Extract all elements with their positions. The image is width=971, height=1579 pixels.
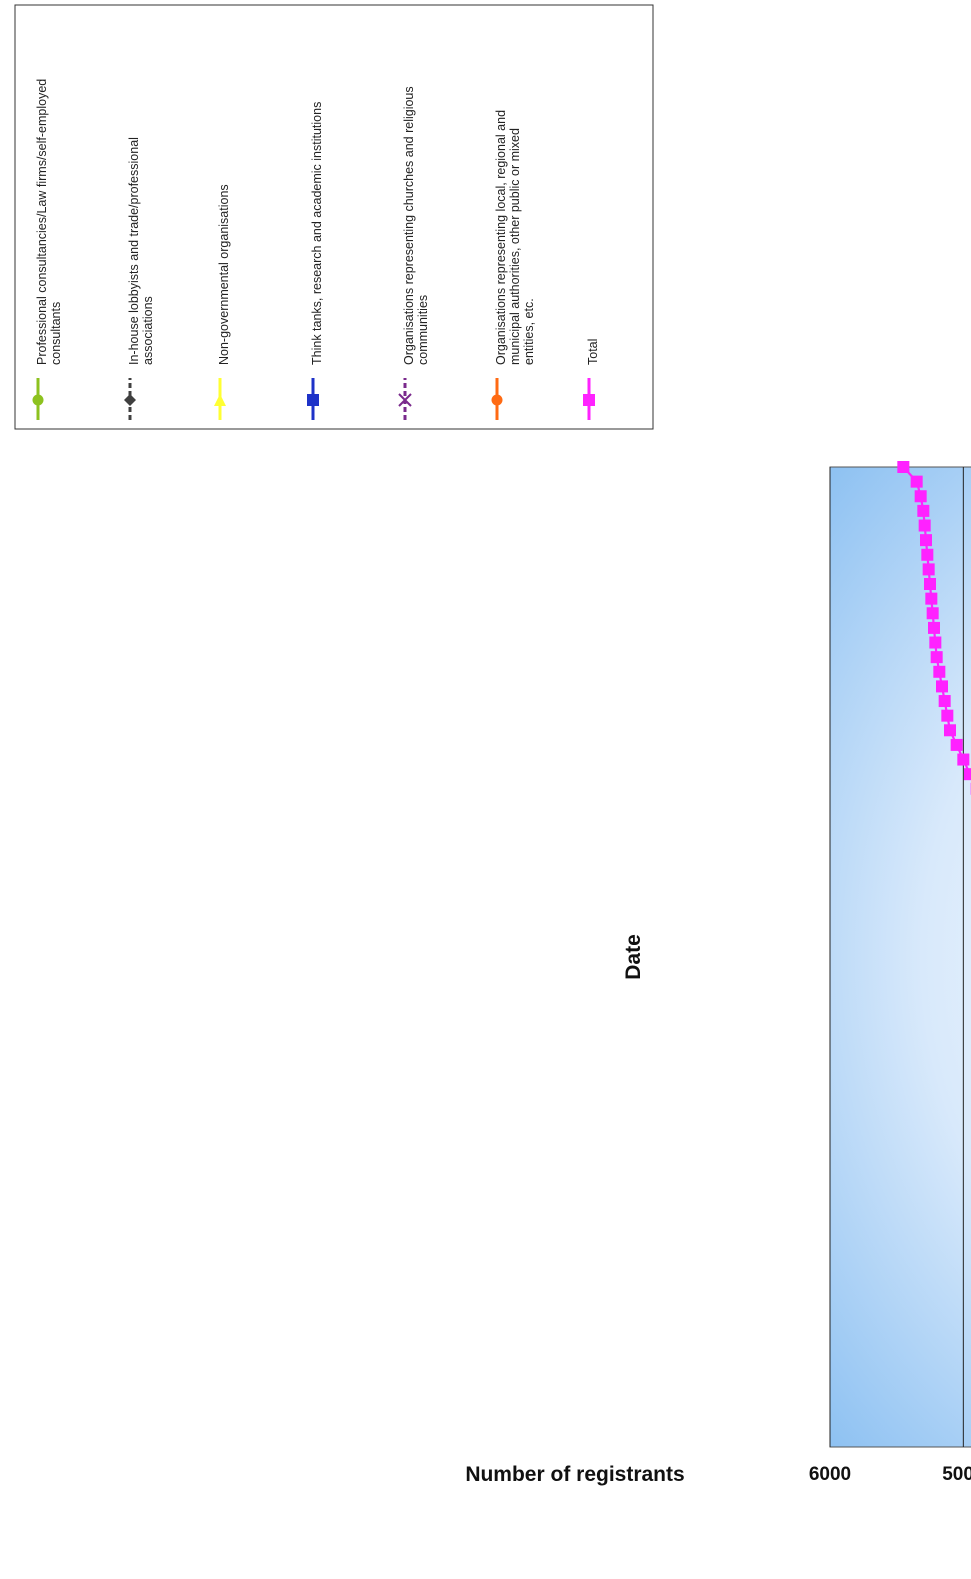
legend-label-line: Total: [586, 339, 600, 365]
data-point: [941, 710, 953, 722]
data-point: [492, 395, 503, 406]
data-point: [929, 637, 941, 649]
data-point: [915, 490, 927, 502]
data-point: [583, 394, 595, 406]
plot-area: [830, 467, 971, 1447]
y-axis-title: Number of registrants: [465, 1463, 684, 1486]
data-point: [944, 724, 956, 736]
y-tick-label: 6000: [809, 1464, 851, 1485]
data-point: [921, 549, 933, 561]
data-point: [933, 666, 945, 678]
legend-label-line: municipal authorities, other public or m…: [508, 128, 522, 365]
y-tick-label: 5000: [942, 1464, 971, 1485]
legend-label-line: Professional consultancies/Law firms/sel…: [35, 79, 49, 365]
data-point: [33, 395, 44, 406]
data-point: [927, 607, 939, 619]
data-point: [957, 754, 969, 766]
legend-label-line: Think tanks, research and academic insti…: [310, 102, 324, 365]
chart-plot-group: 0100020003000400050006000 2011-06-232011…: [465, 405, 971, 1486]
data-point: [897, 461, 909, 473]
data-point: [920, 534, 932, 546]
legend-label-line: In-house lobbyists and trade/professiona…: [127, 137, 141, 365]
legend-label-line: entities, etc.: [522, 298, 536, 365]
legend-label-line: Organisations representing local, region…: [494, 110, 508, 365]
data-point: [307, 394, 319, 406]
data-point: [939, 695, 951, 707]
legend-label: Non-governmental organisations: [217, 184, 231, 365]
legend-label-line: consultants: [49, 302, 63, 365]
legend-label-line: communities: [416, 295, 430, 365]
legend-label: Total: [586, 339, 600, 365]
legend-label: Think tanks, research and academic insti…: [310, 102, 324, 365]
legend-frame: [15, 5, 653, 429]
x-axis-title: Date: [622, 934, 645, 980]
data-point: [936, 680, 948, 692]
data-point: [911, 476, 923, 488]
data-point: [917, 505, 929, 517]
legend-box: Professional consultancies/Law firms/sel…: [15, 5, 653, 429]
legend-label-line: Organisations representing churches and …: [402, 86, 416, 365]
data-point: [964, 768, 971, 780]
data-point: [925, 593, 937, 605]
data-point: [951, 739, 963, 751]
legend-label-line: Non-governmental organisations: [217, 184, 231, 365]
data-point: [919, 520, 931, 532]
data-point: [923, 563, 935, 575]
data-point: [928, 622, 940, 634]
data-point: [924, 578, 936, 590]
data-point: [931, 651, 943, 663]
legend-label-line: associations: [141, 296, 155, 365]
